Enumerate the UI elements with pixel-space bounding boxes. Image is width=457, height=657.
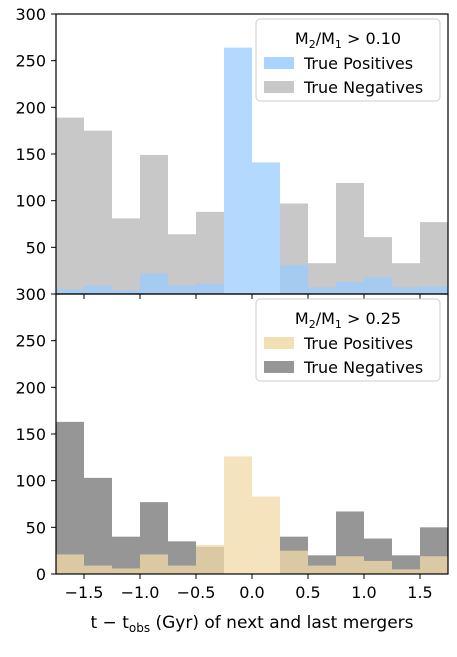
true-negatives-bar bbox=[84, 477, 112, 574]
y-tick-label: 250 bbox=[15, 52, 46, 71]
true-positives-bar bbox=[196, 545, 224, 574]
legend-label: True Positives bbox=[303, 334, 413, 353]
y-tick-label: 100 bbox=[15, 472, 46, 491]
x-tick-label: 1.0 bbox=[351, 583, 376, 602]
x-tick-label: −0.5 bbox=[177, 583, 216, 602]
legend-title: M2/M1 > 0.10 bbox=[295, 29, 401, 51]
true-negatives-bar bbox=[140, 154, 168, 294]
true-negatives-bar bbox=[56, 421, 84, 574]
true-positives-bar bbox=[140, 554, 168, 574]
true-positives-bar bbox=[56, 554, 84, 574]
true-positives-bar bbox=[56, 289, 84, 294]
true-positives-bar bbox=[392, 287, 420, 294]
panel-top: 50 100 150 200 250 300 M2/M1 > 0.10 True Positi… bbox=[15, 5, 449, 299]
true-negatives-bar bbox=[168, 234, 196, 294]
true-negatives-bar bbox=[56, 117, 84, 294]
true-positives-bar bbox=[364, 560, 392, 574]
x-tick-label: −1.0 bbox=[121, 583, 160, 602]
true-positives-bar bbox=[224, 47, 252, 294]
true-positives-bar bbox=[308, 287, 336, 294]
true-negatives-bar bbox=[112, 218, 140, 294]
true-negatives-bar bbox=[112, 536, 140, 574]
legend-label: True Negatives bbox=[303, 78, 423, 97]
true-positives-bar bbox=[252, 162, 280, 294]
true-positives-bar bbox=[112, 290, 140, 294]
y-tick-label: 150 bbox=[15, 425, 46, 444]
legend-swatch bbox=[264, 337, 294, 349]
legend-box bbox=[255, 18, 441, 102]
true-positives-bar bbox=[140, 273, 168, 294]
true-positives-bar bbox=[308, 565, 336, 574]
true-positives-bar bbox=[392, 569, 420, 574]
true-positives-bar bbox=[84, 565, 112, 574]
x-tick-label: 0.5 bbox=[295, 583, 320, 602]
true-positives-bar bbox=[196, 283, 224, 294]
legend-swatch bbox=[264, 81, 294, 93]
true-positives-bar bbox=[224, 456, 252, 574]
x-tick-label: 0.0 bbox=[239, 583, 264, 602]
legend-label: True Negatives bbox=[303, 358, 423, 377]
x-tick-label: 1.5 bbox=[407, 583, 432, 602]
x-tick-label: −1.5 bbox=[65, 583, 104, 602]
true-positives-bar bbox=[112, 568, 140, 574]
true-negatives-bar bbox=[84, 130, 112, 294]
true-negatives-bar bbox=[420, 222, 448, 294]
true-positives-bar bbox=[420, 286, 448, 294]
y-tick-label: 50 bbox=[26, 518, 46, 537]
true-positives-bar bbox=[168, 285, 196, 294]
y-tick-label: 200 bbox=[15, 378, 46, 397]
true-positives-bar bbox=[364, 277, 392, 294]
y-tick-label: 250 bbox=[15, 332, 46, 351]
panel-bottom: 0 50 100 150 200 250 300 −1.5 −1.0 −0.5 0.0 0.5 1.0 1… bbox=[15, 285, 449, 635]
true-positives-bar bbox=[84, 285, 112, 294]
y-tick-label: 0 bbox=[36, 565, 46, 584]
y-tick-label: 100 bbox=[15, 192, 46, 211]
true-positives-bar bbox=[420, 556, 448, 574]
true-positives-bar bbox=[252, 496, 280, 574]
y-tick-label: 300 bbox=[15, 285, 46, 304]
true-positives-bar bbox=[280, 265, 308, 294]
y-tick-label: 200 bbox=[15, 98, 46, 117]
true-positives-bar bbox=[336, 556, 364, 574]
x-axis-label: t − tobs (Gyr) of next and last mergers bbox=[90, 613, 413, 635]
y-tick-label: 300 bbox=[15, 5, 46, 24]
legend-label: True Positives bbox=[303, 54, 413, 73]
legend-box bbox=[255, 298, 441, 382]
true-positives-bar bbox=[336, 281, 364, 294]
true-positives-bar bbox=[280, 550, 308, 574]
true-negatives-bar bbox=[336, 182, 364, 294]
legend-swatch bbox=[264, 361, 294, 373]
true-positives-bar bbox=[168, 565, 196, 574]
y-tick-label: 150 bbox=[15, 145, 46, 164]
legend-title: M2/M1 > 0.25 bbox=[295, 309, 401, 331]
true-negatives-bar bbox=[196, 211, 224, 294]
legend-swatch bbox=[264, 57, 294, 69]
y-tick-label: 50 bbox=[26, 238, 46, 257]
